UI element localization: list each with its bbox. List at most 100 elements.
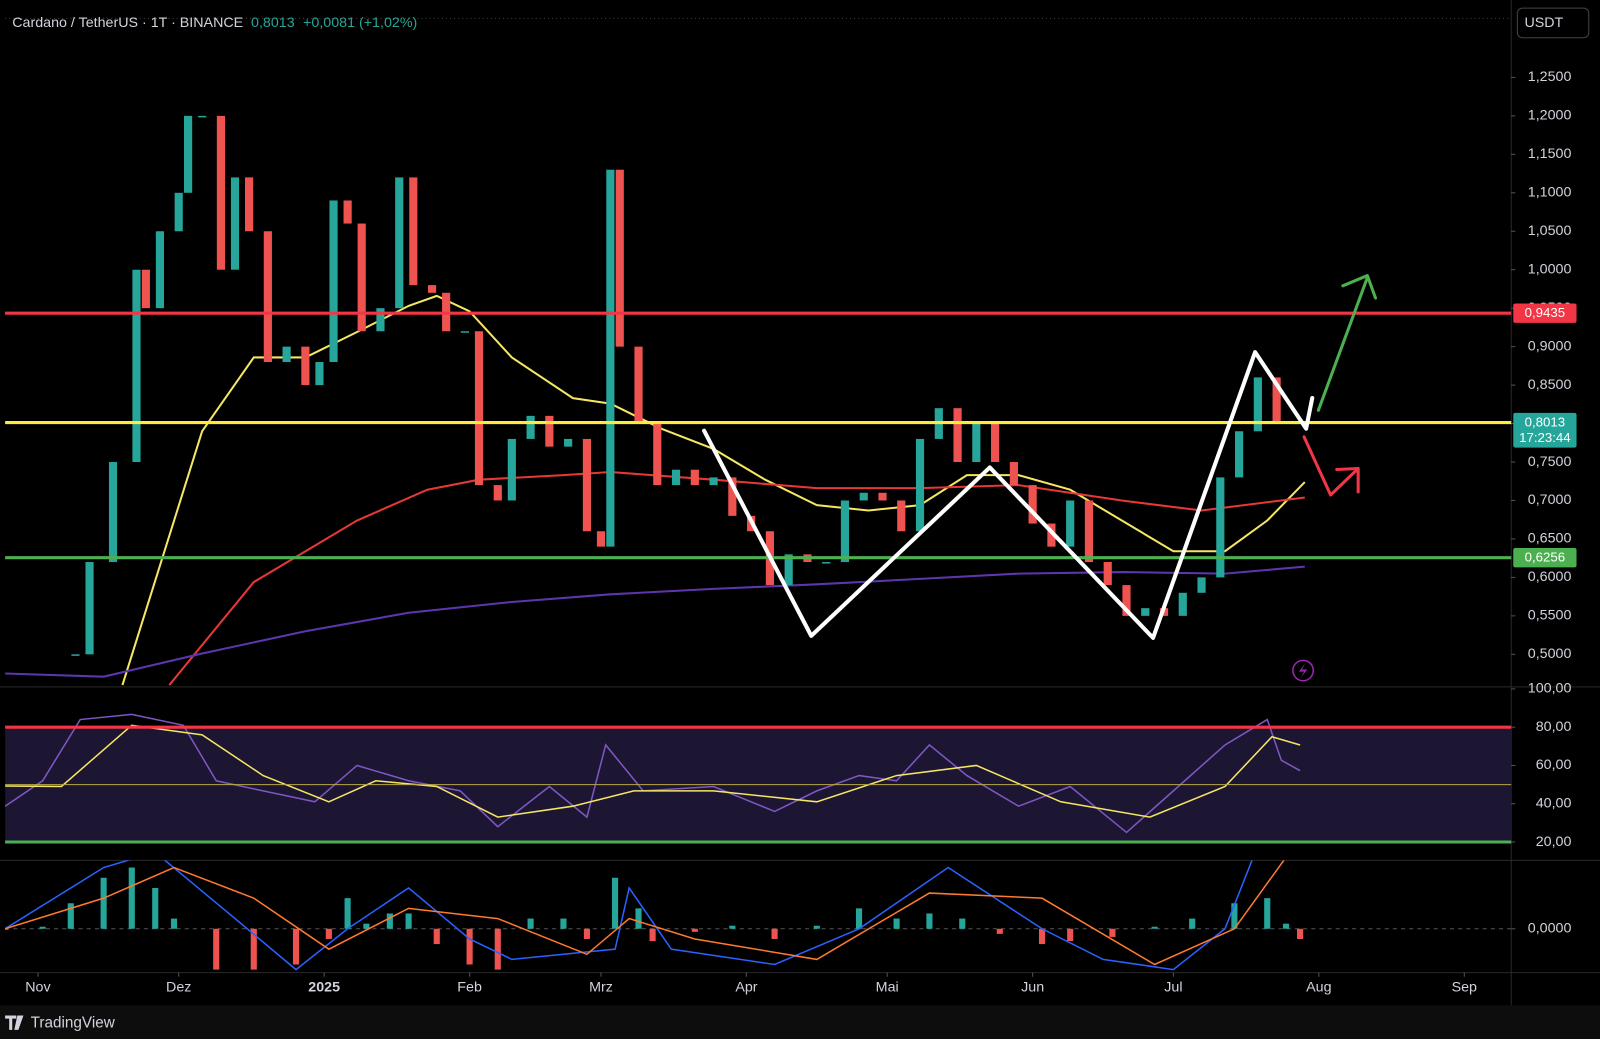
macd-histogram-bar — [152, 887, 159, 929]
macd-histogram-bar — [213, 928, 220, 970]
y-tick-label: 0,0000 — [1528, 921, 1572, 937]
candle — [282, 346, 291, 363]
macd-histogram-bar — [5, 928, 9, 930]
macd-histogram-bar — [893, 918, 900, 929]
candle — [1216, 477, 1225, 578]
candle — [329, 200, 338, 363]
y-tick-label: 1,2500 — [1528, 69, 1572, 85]
candle — [460, 331, 469, 333]
candle — [343, 200, 352, 224]
alert-icon[interactable] — [1292, 659, 1315, 682]
level-price-label — [1513, 412, 1577, 448]
candle — [582, 438, 591, 532]
macd-histogram-bar — [1189, 918, 1196, 929]
candle — [991, 423, 1000, 463]
y-tick-label: 0,7500 — [1528, 454, 1572, 470]
candle — [822, 562, 831, 564]
candle — [184, 115, 193, 193]
candle — [409, 177, 418, 286]
macd-histogram-bar — [1038, 928, 1046, 945]
y-tick-label: 100,00 — [1528, 681, 1572, 697]
candle — [615, 169, 624, 347]
macd-histogram-bar — [813, 925, 820, 929]
candle — [315, 362, 324, 386]
candle — [634, 346, 643, 424]
candle — [784, 554, 793, 586]
currency-button[interactable] — [1516, 7, 1590, 39]
candle — [357, 223, 366, 332]
indicator-line — [168, 471, 1305, 686]
indicator-line — [5, 860, 1285, 966]
candle — [1028, 485, 1037, 524]
y-tick-label: 1,1000 — [1528, 185, 1572, 201]
candle — [395, 177, 404, 309]
candle — [474, 331, 484, 486]
candle — [493, 485, 502, 501]
y-tick-label: 1,0000 — [1528, 261, 1572, 277]
macd-histogram-bar — [1109, 928, 1116, 937]
macd-histogram-bar — [128, 867, 135, 929]
candle — [507, 438, 516, 501]
macd-histogram-bar — [1067, 928, 1074, 942]
candle — [376, 308, 385, 332]
y-tick-label: 1,0500 — [1528, 223, 1572, 239]
macd-histogram-bar — [292, 928, 300, 965]
x-tick-label: Aug — [1306, 980, 1331, 996]
plot-layer: Nov Dez 2025 Feb Mrz Apr Mai Jun Jul Aug Sep 0,5000… — [5, 69, 1577, 996]
candle — [606, 169, 615, 547]
macd-histogram-bar — [1151, 926, 1158, 929]
y-tick-label: 0,9000 — [1528, 338, 1572, 354]
candle — [1047, 523, 1056, 547]
candle — [108, 462, 118, 563]
candle — [1197, 577, 1206, 593]
brand-name: TradingView — [31, 1015, 116, 1032]
level-price-text: 0,8013 — [1525, 415, 1566, 430]
y-tick-label: 80,00 — [1536, 719, 1572, 735]
macd-histogram-bar — [363, 923, 370, 929]
candle — [1141, 608, 1150, 616]
down-arrow — [1302, 435, 1359, 497]
macd-histogram-bar — [100, 877, 107, 929]
currency-label: USDT — [1524, 15, 1563, 31]
macd-histogram-bar — [771, 928, 778, 939]
x-tick-label: Dez — [166, 980, 191, 996]
candle — [301, 346, 310, 386]
x-tick-label: Sep — [1452, 980, 1477, 996]
macd-histogram-bar — [1231, 903, 1238, 929]
candle — [174, 192, 183, 232]
pattern-drawing — [702, 350, 1315, 640]
candle — [132, 269, 141, 463]
y-tick-label: 0,8500 — [1528, 377, 1572, 393]
candle — [230, 177, 240, 270]
x-tick-label: Mrz — [589, 980, 613, 996]
candle — [878, 492, 887, 501]
candle — [690, 469, 699, 486]
panel — [5, 713, 1512, 843]
x-tick-label: Mai — [876, 980, 899, 996]
y-tick-label: 1,2000 — [1528, 108, 1572, 124]
symbol-title: Cardano / TetherUS · 1T · BINANCE — [12, 15, 243, 31]
up-arrow-head — [1341, 274, 1378, 300]
y-tick-label: 0,6500 — [1528, 531, 1572, 547]
macd-histogram-bar — [386, 913, 393, 929]
x-tick-label: Jul — [1164, 980, 1182, 996]
level-price-text: 0,6256 — [1525, 550, 1566, 565]
macd-histogram-bar — [959, 918, 966, 929]
macd-histogram-bar — [729, 925, 736, 929]
y-tick-label: 0,6000 — [1528, 569, 1572, 585]
macd-histogram-bar — [635, 908, 642, 929]
macd-histogram-bar — [649, 928, 656, 942]
indicator-line — [5, 724, 1301, 818]
macd-histogram-bar — [926, 913, 933, 929]
macd-histogram-bar — [560, 918, 567, 929]
candle — [71, 654, 80, 656]
candle — [141, 269, 150, 309]
candle — [897, 500, 906, 532]
candle — [198, 115, 207, 118]
alert-icon-bolt — [1298, 663, 1308, 678]
macd-histogram-bar — [494, 928, 501, 970]
last-price: 0,8013 — [251, 15, 295, 31]
x-tick-label: Apr — [735, 980, 757, 996]
